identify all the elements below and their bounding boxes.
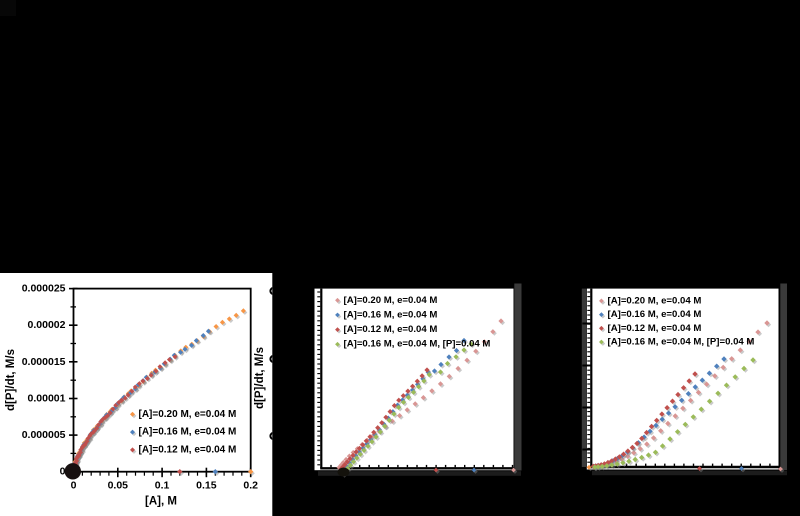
svg-text:0.00002: 0.00002 — [28, 319, 66, 331]
svg-text:[A]=0.16 M, e=0.04 M, [P]=0.04: [A]=0.16 M, e=0.04 M, [P]=0.04 M — [608, 337, 755, 348]
svg-text:[A]=0.12 M, e=0.04 M: [A]=0.12 M, e=0.04 M — [608, 323, 702, 334]
svg-text:0.05: 0.05 — [108, 480, 129, 492]
svg-text:[A]=0.20 M, e=0.04 M: [A]=0.20 M, e=0.04 M — [344, 295, 438, 306]
svg-text:d[P]/dt, M/s: d[P]/dt, M/s — [254, 347, 266, 409]
svg-text:[A]=0.12 M, e=0.04 M: [A]=0.12 M, e=0.04 M — [139, 444, 237, 455]
svg-text:0.000005: 0.000005 — [22, 429, 66, 441]
svg-text:[A]=0.16 M, e=0.04 M: [A]=0.16 M, e=0.04 M — [139, 427, 237, 438]
svg-text:[A]=0.16 M, e=0.04 M, [P]=0.04: [A]=0.16 M, e=0.04 M, [P]=0.04 M — [344, 339, 491, 350]
svg-text:0.000015: 0.000015 — [22, 356, 66, 368]
svg-text:0.2: 0.2 — [243, 480, 258, 492]
svg-text:[A]=0.20 M, e=0.04 M: [A]=0.20 M, e=0.04 M — [608, 295, 702, 306]
svg-text:0: 0 — [60, 466, 66, 478]
svg-text:[A], M: [A], M — [145, 496, 177, 508]
svg-text:0.000025: 0.000025 — [22, 283, 66, 295]
svg-text:0.00001: 0.00001 — [28, 393, 66, 405]
svg-text:0.15: 0.15 — [196, 480, 217, 492]
svg-text:[A]=0.16 M, e=0.04 M: [A]=0.16 M, e=0.04 M — [608, 309, 702, 320]
svg-text:0: 0 — [71, 480, 77, 492]
svg-text:d[P]/dt, M/s: d[P]/dt, M/s — [5, 349, 17, 411]
svg-text:0.1: 0.1 — [155, 480, 170, 492]
svg-text:[A]=0.12 M, e=0.04 M: [A]=0.12 M, e=0.04 M — [344, 324, 438, 335]
svg-text:[A]=0.16 M, e=0.04 M: [A]=0.16 M, e=0.04 M — [344, 309, 438, 320]
svg-text:[A]=0.20 M, e=0.04 M: [A]=0.20 M, e=0.04 M — [139, 409, 237, 420]
